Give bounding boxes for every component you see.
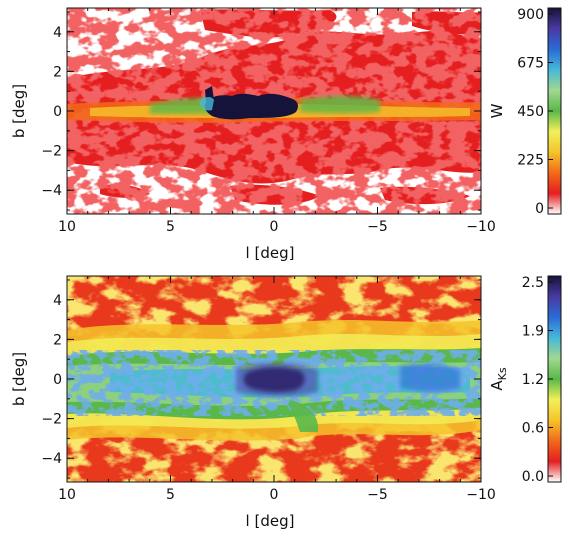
x-tick-label: −10 (466, 487, 496, 503)
y-tick-label: −4 (41, 451, 62, 467)
x-tick-label: −5 (367, 219, 388, 235)
top-colorbar-ticks: 900 675 450 225 0 (517, 7, 553, 217)
y-tick-label: 0 (53, 372, 62, 388)
bottom-ticks: 10 5 0 −5 −10 4 2 0 −2 −4 (41, 276, 496, 503)
x-tick-label: 10 (58, 219, 76, 235)
bottom-xlabel: l [deg] (246, 512, 295, 530)
bottom-colorbar-label: AKs (488, 367, 509, 390)
y-tick-label: 4 (53, 293, 62, 309)
bottom-colorbar-ticks: 2.5 1.9 1.2 0.6 0.0 (522, 275, 553, 485)
y-tick-label: −4 (41, 183, 62, 199)
x-tick-label: 10 (58, 487, 76, 503)
top-ticks: 10 5 0 −5 −10 4 2 0 −2 −4 (41, 8, 496, 235)
colorbar-tick-label: 0 (535, 201, 544, 217)
colorbar-tick-label: 900 (517, 7, 544, 23)
colorbar-tick-label: 225 (517, 153, 544, 169)
top-colorbar (548, 8, 561, 214)
y-tick-label: 0 (53, 104, 62, 120)
y-tick-label: 4 (53, 25, 62, 41)
colorbar-tick-label: 2.5 (522, 275, 544, 291)
x-tick-label: 5 (166, 219, 175, 235)
x-tick-label: 5 (166, 487, 175, 503)
top-colorbar-label: W (488, 103, 506, 118)
bottom-heatmap-image (67, 276, 481, 482)
top-heatmap-image (67, 8, 481, 214)
y-tick-label: 2 (53, 332, 62, 348)
colorbar-tick-label: 450 (517, 104, 544, 120)
x-tick-label: −5 (367, 487, 388, 503)
bottom-ylabel: b [deg] (10, 352, 28, 406)
panel-bottom-heatmap: 10 5 0 −5 −10 4 2 0 −2 −4 l [deg] b [deg] 2.5 1.9 1… (10, 275, 562, 530)
y-tick-label: 2 (53, 64, 62, 80)
top-xlabel: l [deg] (246, 244, 295, 262)
x-tick-label: 0 (270, 219, 279, 235)
colorbar-tick-label: 0.0 (522, 469, 544, 485)
colorbar-tick-label: 1.9 (522, 324, 544, 340)
x-tick-label: 0 (270, 487, 279, 503)
panel-top-heatmap: 10 5 0 −5 −10 4 2 0 −2 −4 l [deg] b [deg] 900 675 4… (10, 7, 562, 262)
colorbar-tick-label: 1.2 (522, 372, 544, 388)
colorbar-tick-label: 0.6 (522, 421, 544, 437)
y-tick-label: −2 (41, 144, 62, 160)
x-tick-label: −10 (466, 219, 496, 235)
top-ylabel: b [deg] (10, 84, 28, 138)
colorbar-tick-label: 675 (517, 56, 544, 72)
bottom-colorbar (548, 276, 561, 482)
top-dense-core (204, 93, 298, 120)
y-tick-label: −2 (41, 412, 62, 428)
